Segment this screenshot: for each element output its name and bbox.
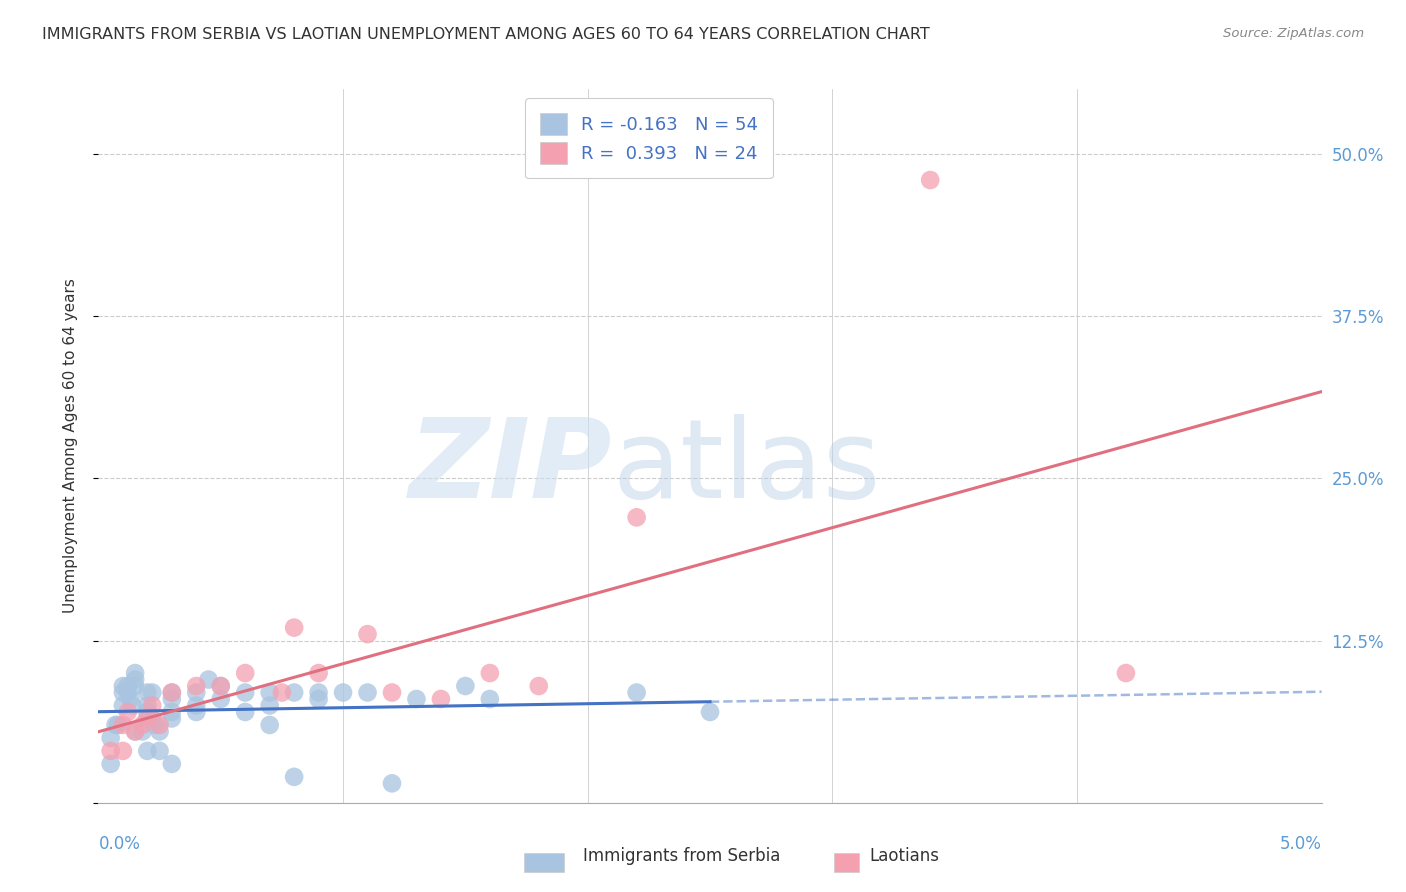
- Text: Source: ZipAtlas.com: Source: ZipAtlas.com: [1223, 27, 1364, 40]
- Point: [131, 724, 153, 739]
- Point: [356, 685, 378, 699]
- Point: [186, 705, 208, 719]
- Point: [136, 744, 159, 758]
- Point: [626, 685, 648, 699]
- Point: [197, 673, 219, 687]
- Text: 0.0%: 0.0%: [98, 835, 141, 854]
- Point: [141, 711, 163, 725]
- Text: IMMIGRANTS FROM SERBIA VS LAOTIAN UNEMPLOYMENT AMONG AGES 60 TO 64 YEARS CORRELA: IMMIGRANTS FROM SERBIA VS LAOTIAN UNEMPL…: [42, 27, 929, 42]
- Point: [100, 744, 122, 758]
- Point: [259, 698, 281, 713]
- Point: [626, 510, 648, 524]
- Point: [160, 685, 183, 699]
- Point: [430, 692, 453, 706]
- Point: [141, 698, 163, 713]
- Point: [141, 685, 163, 699]
- Point: [104, 718, 127, 732]
- Text: ZIP: ZIP: [409, 414, 612, 521]
- Point: [136, 711, 159, 725]
- Point: [308, 666, 330, 681]
- Point: [478, 666, 501, 681]
- Point: [209, 679, 232, 693]
- Point: [160, 685, 183, 699]
- Point: [186, 679, 208, 693]
- Point: [117, 685, 139, 699]
- Point: [124, 679, 146, 693]
- Point: [308, 685, 330, 699]
- Point: [143, 718, 166, 732]
- Point: [186, 685, 208, 699]
- Point: [233, 685, 256, 699]
- Point: [160, 756, 183, 771]
- Point: [136, 685, 159, 699]
- Point: [308, 692, 330, 706]
- Point: [160, 711, 183, 725]
- Point: [111, 698, 134, 713]
- Legend: R = -0.163   N = 54, R =  0.393   N = 24: R = -0.163 N = 54, R = 0.393 N = 24: [526, 98, 772, 178]
- Point: [1115, 666, 1137, 681]
- Point: [233, 705, 256, 719]
- Point: [283, 621, 305, 635]
- Point: [131, 718, 153, 732]
- Point: [160, 705, 183, 719]
- Point: [124, 673, 146, 687]
- Point: [270, 685, 292, 699]
- Y-axis label: Unemployment Among Ages 60 to 64 years: Unemployment Among Ages 60 to 64 years: [63, 278, 77, 614]
- Point: [405, 692, 427, 706]
- Point: [283, 685, 305, 699]
- Point: [209, 692, 232, 706]
- Point: [356, 627, 378, 641]
- Point: [209, 679, 232, 693]
- Point: [381, 776, 404, 790]
- Point: [136, 698, 159, 713]
- Point: [120, 692, 142, 706]
- Point: [699, 705, 721, 719]
- Text: Laotians: Laotians: [869, 847, 939, 865]
- Point: [149, 724, 172, 739]
- Point: [527, 679, 550, 693]
- Point: [111, 679, 134, 693]
- Point: [124, 666, 146, 681]
- Text: atlas: atlas: [612, 414, 880, 521]
- Text: Immigrants from Serbia: Immigrants from Serbia: [583, 847, 780, 865]
- Point: [124, 724, 146, 739]
- Point: [283, 770, 305, 784]
- Point: [233, 666, 256, 681]
- Point: [149, 744, 172, 758]
- Point: [121, 698, 143, 713]
- Text: 5.0%: 5.0%: [1279, 835, 1322, 854]
- Point: [111, 744, 134, 758]
- Point: [107, 718, 129, 732]
- Point: [259, 718, 281, 732]
- Point: [160, 692, 183, 706]
- Point: [124, 724, 146, 739]
- Point: [111, 718, 134, 732]
- Point: [136, 705, 159, 719]
- Point: [381, 685, 404, 699]
- Point: [259, 685, 281, 699]
- Point: [100, 756, 122, 771]
- Point: [149, 718, 172, 732]
- Point: [136, 711, 159, 725]
- Point: [117, 705, 139, 719]
- Point: [117, 679, 139, 693]
- Point: [478, 692, 501, 706]
- Point: [186, 698, 208, 713]
- Point: [332, 685, 354, 699]
- Point: [100, 731, 122, 745]
- Point: [454, 679, 477, 693]
- Point: [920, 173, 942, 187]
- Point: [111, 685, 134, 699]
